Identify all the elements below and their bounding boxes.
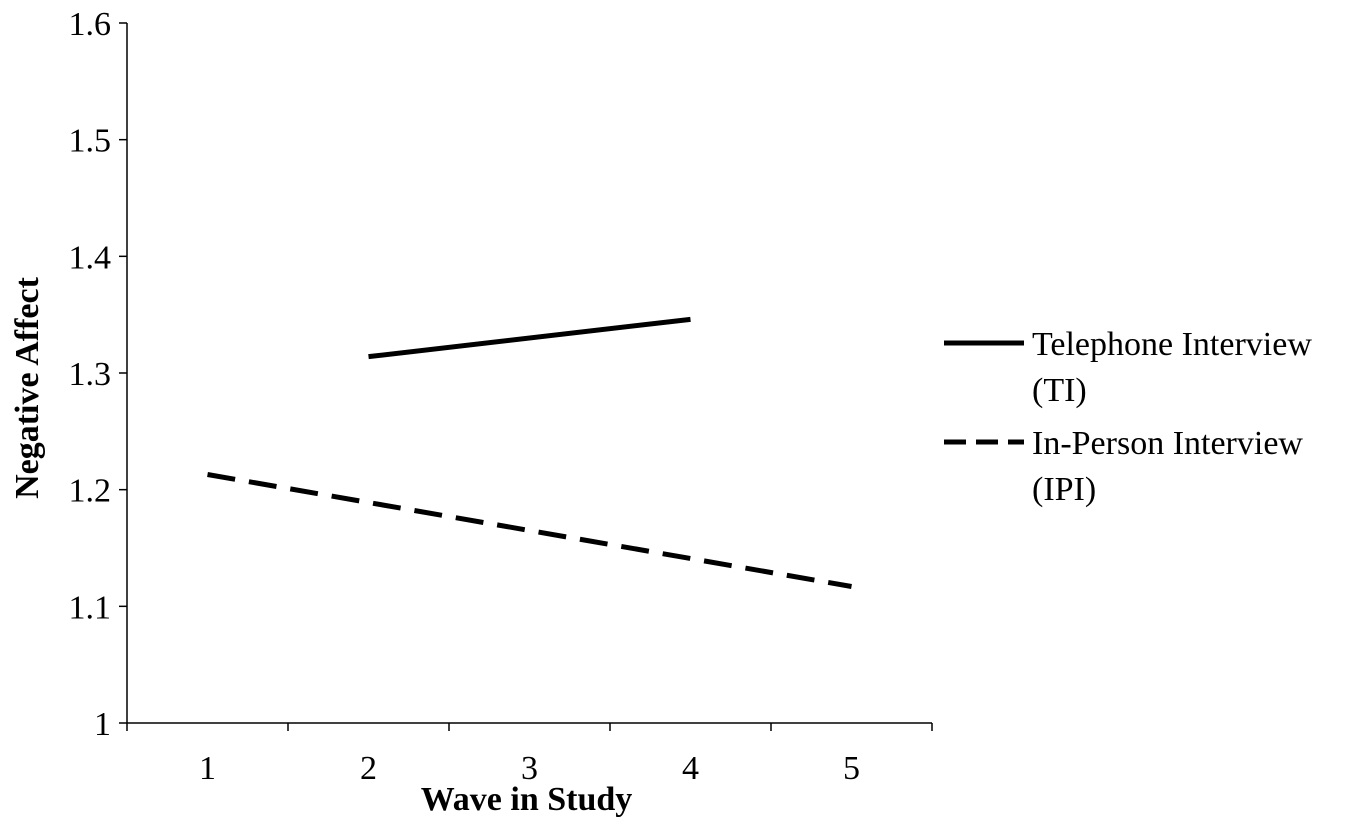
legend-label: (TI) (1032, 372, 1087, 409)
y-tick-label: 1.5 (69, 123, 112, 160)
legend-label: (IPI) (1032, 471, 1096, 508)
y-tick-label: 1.3 (69, 356, 112, 393)
x-tick-label: 4 (682, 750, 699, 787)
x-axis-title: Wave in Study (421, 781, 633, 818)
x-tick-label: 5 (843, 750, 860, 787)
x-tick-label: 3 (521, 750, 538, 787)
x-tick-label: 1 (199, 750, 216, 787)
y-tick-label: 1.4 (69, 239, 112, 276)
legend-label: In-Person Interview (1032, 425, 1303, 462)
legend: Telephone Interview (TI) In-Person Intervi… (944, 326, 1312, 508)
x-tick-label: 2 (360, 750, 377, 787)
y-tick-label: 1 (94, 706, 111, 743)
legend-label: Telephone Interview (1032, 326, 1312, 363)
series-line-2 (207, 472, 852, 589)
y-axis-title: Negative Affect (9, 276, 46, 499)
series-lines (207, 316, 852, 589)
y-tick-label: 1.2 (69, 473, 112, 510)
axes: 1 1.1 1.2 1.3 1.4 1.5 1.6 1 2 3 4 5 Wave in Study Neg… (9, 6, 933, 818)
series-line-1 (368, 316, 691, 360)
y-tick-label: 1.1 (69, 589, 112, 626)
y-tick-label: 1.6 (69, 6, 112, 43)
